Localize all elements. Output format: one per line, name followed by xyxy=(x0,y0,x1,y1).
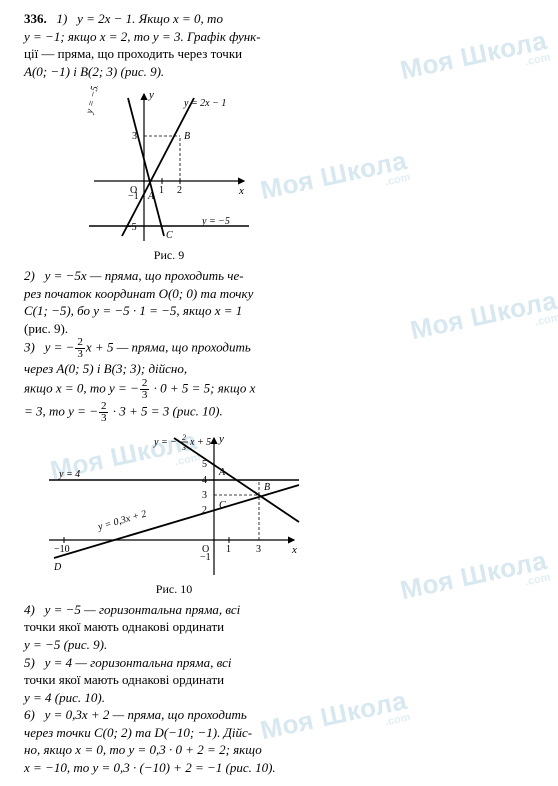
svg-text:y: y xyxy=(218,433,224,445)
svg-text:y = 2x − 1: y = 2x − 1 xyxy=(183,98,226,109)
svg-text:C: C xyxy=(219,500,226,511)
svg-text:3: 3 xyxy=(256,544,261,555)
line: 3) y = −23x + 5 — пряма, що проходить xyxy=(24,337,540,360)
svg-text:3: 3 xyxy=(181,443,186,452)
line: но, якщо x = 0, то y = 0,3 · 0 + 2 = 2; … xyxy=(24,741,540,759)
svg-text:3: 3 xyxy=(132,131,137,142)
svg-text:x: x xyxy=(291,544,297,556)
line: через A(0; 5) і B(3; 3); дійсно, xyxy=(24,360,540,378)
svg-text:A: A xyxy=(218,467,226,478)
page-content: 336. 1) y = 2x − 1. Якщо x = 0, то y = −… xyxy=(0,0,558,786)
line: 4) y = −5 — горизонтальна пряма, всі xyxy=(24,601,540,619)
svg-text:−1: −1 xyxy=(200,552,211,563)
line: через точки C(0; 2) та D(−10; −1). Дійс- xyxy=(24,724,540,742)
svg-text:y = −5: y = −5 xyxy=(201,216,230,227)
line-1: 336. 1) y = 2x − 1. Якщо x = 0, то xyxy=(24,10,540,28)
line: 6) y = 0,3x + 2 — пряма, що проходить xyxy=(24,706,540,724)
line: y = −1; якщо x = 2, то y = 3. Графік фун… xyxy=(24,28,540,46)
svg-text:y = −5x: y = −5x xyxy=(84,86,102,116)
svg-text:−1: −1 xyxy=(128,191,139,202)
line: y = −5 (рис. 9). xyxy=(24,636,540,654)
figure-9-caption: Рис. 9 xyxy=(84,248,254,263)
line: якщо x = 0, то y = −23 · 0 + 5 = 5; якщо… xyxy=(24,378,540,401)
fraction: 23 xyxy=(75,337,85,360)
svg-text:3: 3 xyxy=(202,490,207,501)
svg-text:D: D xyxy=(53,562,62,573)
line: 5) y = 4 — горизонтальна пряма, всі xyxy=(24,654,540,672)
svg-text:y = 0,3x + 2: y = 0,3x + 2 xyxy=(96,508,148,533)
line: (рис. 9). xyxy=(24,320,540,338)
svg-text:C: C xyxy=(166,230,173,241)
line: ції — пряма, що проходить через точки xyxy=(24,45,540,63)
line: x = −10, то y = 0,3 · (−10) + 2 = −1 (ри… xyxy=(24,759,540,777)
line: A(0; −1) і B(2; 3) (рис. 9). xyxy=(24,63,540,81)
svg-text:5: 5 xyxy=(202,459,207,470)
svg-text:1: 1 xyxy=(226,544,231,555)
line: 2) y = −5x — пряма, що проходить че- xyxy=(24,267,540,285)
figure-10: y x O 1 3 −10 −1 5 4 3 2 A B C D y = 4 y… xyxy=(44,430,304,580)
svg-text:B: B xyxy=(264,482,270,493)
line: точки якої мають однакові ординати xyxy=(24,671,540,689)
svg-text:x + 5: x + 5 xyxy=(189,437,211,448)
line: рез початок координат O(0; 0) та точку xyxy=(24,285,540,303)
svg-text:B: B xyxy=(184,131,190,142)
problem-number: 336. xyxy=(24,11,47,26)
text: 1) y = 2x − 1. Якщо x = 0, то xyxy=(57,11,223,26)
svg-text:1: 1 xyxy=(159,185,164,196)
svg-text:−5: −5 xyxy=(126,222,137,233)
svg-text:2: 2 xyxy=(182,433,186,442)
svg-text:4: 4 xyxy=(202,475,207,486)
svg-text:A: A xyxy=(147,191,155,202)
line: точки якої мають однакові ординати xyxy=(24,618,540,636)
figure-9: y x O −1 1 2 3 −5 A B C y = 2x − 1 y = −… xyxy=(84,86,254,246)
svg-text:y = 4: y = 4 xyxy=(58,469,80,480)
svg-text:y = −: y = − xyxy=(153,437,177,448)
svg-text:2: 2 xyxy=(202,505,207,516)
svg-text:2: 2 xyxy=(177,185,182,196)
axis-y-label: y xyxy=(148,89,154,101)
axis-x-label: x xyxy=(238,185,244,197)
line: = 3, то y = −23 · 3 + 5 = 3 (рис. 10). xyxy=(24,401,540,424)
figure-10-caption: Рис. 10 xyxy=(44,582,304,597)
svg-text:−10: −10 xyxy=(54,544,70,555)
line: C(1; −5), бо y = −5 · 1 = −5, якщо x = 1 xyxy=(24,302,540,320)
line: y = 4 (рис. 10). xyxy=(24,689,540,707)
